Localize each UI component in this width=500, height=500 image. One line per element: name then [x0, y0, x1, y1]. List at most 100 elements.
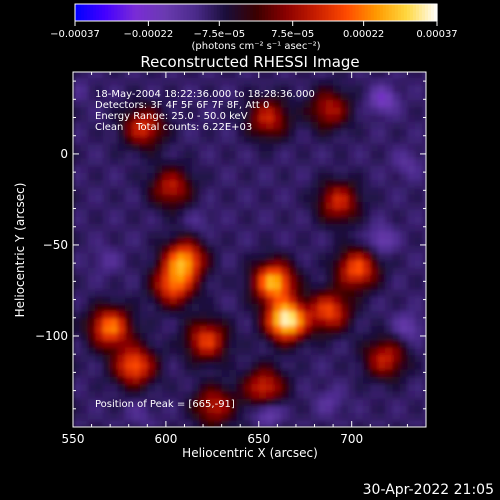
- heatmap-pixel: [258, 215, 268, 224]
- heatmap-pixel: [102, 201, 111, 210]
- heatmap-pixel: [125, 179, 134, 188]
- heatmap-pixel: [347, 77, 357, 86]
- colorbar-cell: [370, 4, 375, 21]
- heatmap-pixel: [422, 383, 426, 392]
- heatmap-pixel: [273, 376, 282, 385]
- heatmap-pixel: [125, 288, 134, 297]
- heatmap-pixel: [310, 157, 320, 166]
- heatmap-pixel: [347, 230, 357, 239]
- colorbar-cell: [400, 4, 405, 21]
- heatmap-pixel: [102, 208, 111, 217]
- colorbar-cell: [361, 4, 366, 21]
- heatmap-pixel: [362, 274, 372, 283]
- heatmap-pixel: [414, 397, 424, 406]
- colorbar-cell: [84, 4, 88, 21]
- heatmap-pixel: [206, 281, 215, 290]
- heatmap-pixel: [125, 186, 134, 195]
- heatmap-pixel: [229, 274, 238, 283]
- heatmap-pixel: [236, 143, 245, 152]
- heatmap-pixel: [184, 164, 193, 173]
- heatmap-pixel: [258, 186, 268, 195]
- heatmap-pixel: [169, 128, 178, 137]
- heatmap-pixel: [325, 150, 334, 159]
- heatmap-pixel: [399, 150, 409, 159]
- heatmap-pixel: [80, 346, 89, 355]
- heatmap-pixel: [310, 92, 320, 101]
- heatmap-pixel: [266, 332, 275, 341]
- heatmap-pixel: [288, 397, 297, 406]
- heatmap-pixel: [132, 237, 141, 246]
- heatmap-pixel: [407, 310, 416, 319]
- heatmap-pixel: [273, 368, 282, 377]
- heatmap-pixel: [303, 72, 312, 79]
- heatmap-pixel: [266, 244, 275, 254]
- heatmap-pixel: [251, 84, 260, 93]
- heatmap-pixel: [325, 164, 334, 173]
- heatmap-pixel: [347, 310, 357, 319]
- heatmap-pixel: [273, 244, 282, 254]
- heatmap-pixel: [206, 77, 215, 86]
- heatmap-pixel: [355, 208, 364, 217]
- colorbar-cell: [412, 4, 417, 21]
- heatmap-pixel: [273, 332, 282, 341]
- heatmap-pixel: [251, 361, 260, 370]
- heatmap-pixel: [377, 84, 386, 93]
- heatmap-pixel: [333, 84, 342, 93]
- heatmap-pixel: [221, 92, 230, 101]
- heatmap-pixel: [154, 266, 163, 275]
- heatmap-pixel: [347, 135, 357, 144]
- heatmap-pixel: [281, 215, 290, 224]
- heatmap-pixel: [139, 215, 149, 224]
- heatmap-pixel: [139, 339, 149, 348]
- heatmap-pixel: [169, 325, 178, 334]
- heatmap-pixel: [407, 405, 416, 414]
- heatmap-pixel: [191, 310, 201, 319]
- heatmap-pixel: [169, 346, 178, 355]
- heatmap-pixel: [147, 164, 156, 173]
- heatmap-pixel: [251, 339, 260, 348]
- heatmap-pixel: [162, 310, 171, 319]
- heatmap-pixel: [229, 106, 238, 115]
- heatmap-pixel: [288, 390, 297, 399]
- heatmap-pixel: [407, 368, 416, 377]
- heatmap-pixel: [310, 274, 320, 283]
- heatmap-pixel: [377, 339, 386, 348]
- heatmap-pixel: [362, 92, 372, 101]
- heatmap-pixel: [243, 135, 253, 144]
- heatmap-pixel: [407, 383, 416, 392]
- colorbar-cell: [421, 4, 426, 21]
- heatmap-pixel: [229, 77, 238, 86]
- heatmap-pixel: [310, 354, 320, 363]
- heatmap-pixel: [251, 92, 260, 101]
- heatmap-pixel: [229, 99, 238, 108]
- colorbar-unit-label: (photons cm⁻² s⁻¹ asec⁻²): [191, 41, 320, 52]
- heatmap-pixel: [303, 193, 312, 203]
- heatmap-pixel: [206, 164, 215, 173]
- heatmap-pixel: [273, 346, 282, 355]
- heatmap-pixel: [399, 317, 409, 326]
- heatmap-pixel: [355, 252, 364, 261]
- heatmap-pixel: [295, 244, 305, 254]
- colorbar-cell: [252, 4, 257, 21]
- heatmap-pixel: [362, 339, 372, 348]
- heatmap-pixel: [154, 295, 163, 305]
- heatmap-pixel: [102, 419, 111, 427]
- heatmap-pixel: [102, 288, 111, 297]
- heatmap-pixel: [132, 332, 141, 341]
- heatmap-pixel: [206, 295, 215, 305]
- heatmap-pixel: [422, 193, 426, 203]
- heatmap-pixel: [206, 419, 215, 427]
- heatmap-pixel: [139, 179, 149, 188]
- heatmap-pixel: [80, 106, 89, 115]
- heatmap-pixel: [87, 412, 97, 421]
- heatmap-pixel: [399, 215, 409, 224]
- heatmap-pixel: [80, 354, 89, 363]
- heatmap-pixel: [169, 397, 178, 406]
- heatmap-pixel: [102, 215, 111, 224]
- heatmap-pixel: [362, 230, 372, 239]
- heatmap-pixel: [80, 135, 89, 144]
- heatmap-pixel: [73, 72, 82, 79]
- heatmap-pixel: [251, 390, 260, 399]
- heatmap-pixel: [258, 303, 268, 312]
- heatmap-pixel: [310, 244, 320, 254]
